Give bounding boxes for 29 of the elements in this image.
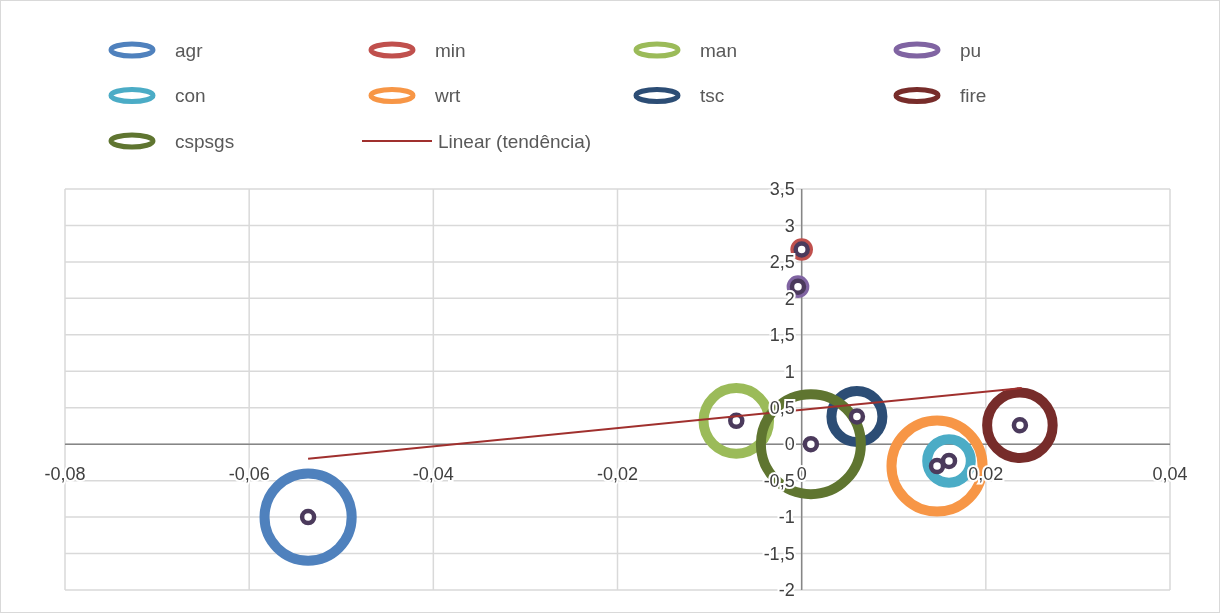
legend-label: fire bbox=[960, 85, 987, 107]
legend-label: man bbox=[700, 39, 737, 61]
legend-label: agr bbox=[175, 39, 204, 61]
legend-label: pu bbox=[960, 39, 982, 61]
x-tick-label: -0,06 bbox=[228, 464, 270, 485]
y-tick-label: 1,5 bbox=[769, 325, 795, 346]
point bbox=[802, 435, 820, 453]
legend-label: tsc bbox=[700, 85, 725, 107]
y-tick-label: 3,5 bbox=[769, 179, 795, 200]
y-tick-label: 3 bbox=[784, 215, 795, 236]
point bbox=[928, 457, 946, 475]
point bbox=[299, 508, 317, 526]
legend-label: min bbox=[435, 39, 466, 61]
point bbox=[1011, 416, 1029, 434]
legend-label: wrt bbox=[434, 85, 462, 107]
y-tick-label: -2 bbox=[778, 580, 795, 601]
legend-label: Linear (tendência) bbox=[438, 130, 592, 152]
y-tick-label: 1 bbox=[784, 361, 795, 382]
y-tick-label: -1 bbox=[778, 507, 795, 528]
x-tick-label: 0,04 bbox=[1152, 464, 1188, 485]
x-tick-label: -0,02 bbox=[596, 464, 639, 485]
y-tick-label: -0,5 bbox=[763, 470, 795, 491]
y-tick-label: 2,5 bbox=[769, 252, 795, 273]
legend-label: con bbox=[175, 85, 206, 107]
y-tick-label: 2 bbox=[784, 288, 795, 309]
x-tick-label: -0,04 bbox=[412, 464, 454, 485]
legend-label: cspsgs bbox=[175, 130, 235, 152]
x-tick-label: -0,08 bbox=[44, 464, 86, 485]
y-tick-label: -1,5 bbox=[763, 543, 795, 564]
